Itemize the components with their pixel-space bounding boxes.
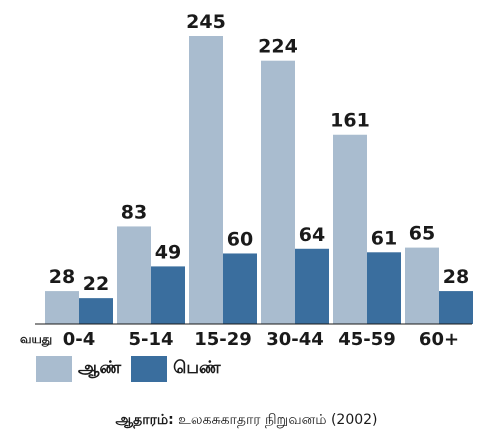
x-tick-label-15-29: 15-29 — [194, 329, 252, 350]
legend: ஆண் பெண் — [36, 356, 231, 382]
bar-female-30-44 — [295, 248, 329, 324]
value-label-male-30-44: 224 — [258, 36, 298, 58]
bars-group — [45, 36, 473, 324]
legend-swatch-female — [131, 356, 168, 382]
source-label: ஆதாரம்: — [115, 412, 174, 428]
x-tick-label-45-59: 45-59 — [338, 329, 396, 350]
value-label-male-60+: 65 — [409, 223, 435, 245]
value-label-female-5-14: 49 — [155, 241, 181, 263]
legend-label-female: பெண் — [173, 358, 221, 378]
legend-item-female: பெண் — [131, 356, 221, 382]
bar-female-5-14 — [151, 266, 185, 324]
source-text: உலகசுகாதார நிறுவனம் (2002) — [173, 412, 378, 428]
legend-label-male: ஆண் — [78, 358, 122, 378]
bar-female-0-4 — [79, 298, 113, 324]
bar-male-45-59 — [333, 134, 367, 324]
legend-swatch-male — [36, 356, 72, 382]
bar-female-15-29 — [223, 253, 257, 324]
value-label-female-0-4: 22 — [83, 273, 109, 295]
source-note: ஆதாரம்: உலகசுகாதார நிறுவனம் (2002) — [0, 412, 493, 430]
value-label-male-45-59: 161 — [330, 110, 370, 132]
value-label-male-0-4: 28 — [49, 266, 75, 288]
value-label-female-45-59: 61 — [371, 227, 397, 249]
bar-female-45-59 — [367, 252, 401, 324]
legend-item-male: ஆண் — [36, 356, 121, 382]
value-label-male-15-29: 245 — [186, 11, 226, 33]
bar-female-60+ — [439, 291, 473, 324]
x-tick-labels-group: 0-4 5-14 15-29 30-44 45-59 60+ — [63, 329, 459, 350]
value-label-female-60+: 28 — [443, 266, 469, 288]
x-tick-label-5-14: 5-14 — [128, 329, 173, 350]
bar-male-0-4 — [45, 291, 79, 324]
value-label-female-30-44: 64 — [299, 224, 325, 246]
value-label-male-5-14: 83 — [121, 201, 147, 223]
age-axis-prefix: வயது — [20, 332, 52, 347]
bar-chart: 28 22 83 49 245 60 224 64 161 61 65 28 0-4 5-14 15-29… — [20, 11, 473, 350]
bar-male-5-14 — [117, 226, 151, 324]
x-tick-label-0-4: 0-4 — [63, 329, 96, 350]
value-label-female-15-29: 60 — [227, 228, 253, 250]
x-tick-label-30-44: 30-44 — [266, 329, 324, 350]
bar-male-60+ — [405, 247, 439, 324]
x-tick-label-60+: 60+ — [419, 329, 459, 350]
bar-male-30-44 — [261, 60, 295, 324]
bar-male-15-29 — [189, 36, 223, 324]
value-labels-group: 28 22 83 49 245 60 224 64 161 61 65 28 — [49, 11, 469, 295]
